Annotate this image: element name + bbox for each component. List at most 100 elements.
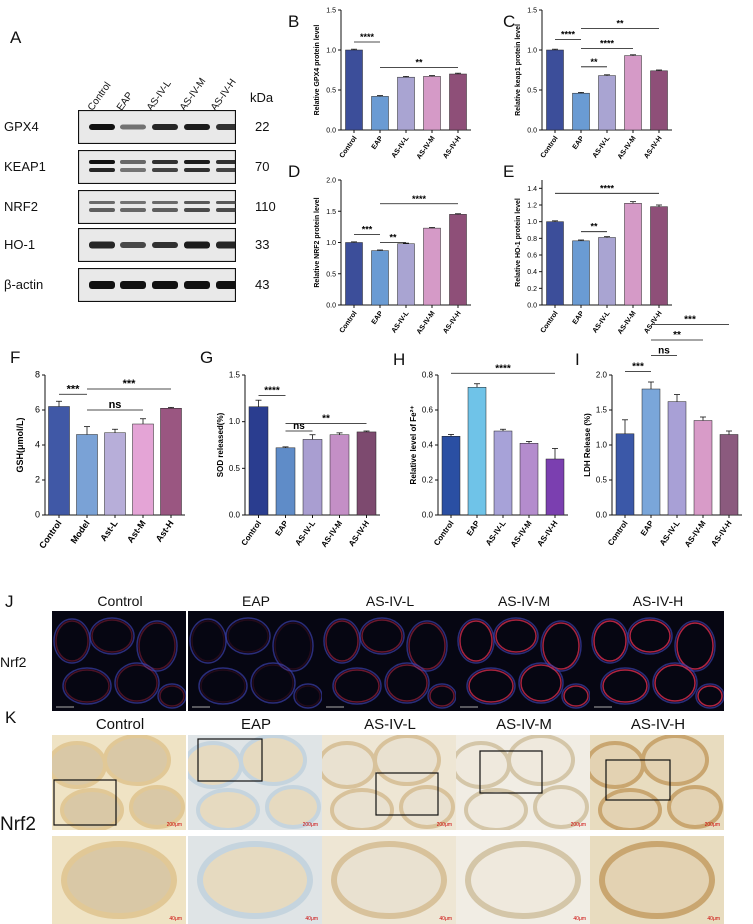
scale-label-bottom: 40μm bbox=[305, 916, 318, 922]
blot-label-2: NRF2 bbox=[4, 199, 38, 214]
significance-label: ns bbox=[658, 345, 670, 356]
significance-label: **** bbox=[561, 30, 576, 40]
fluor-col-eap: EAP bbox=[241, 593, 270, 609]
bar-as-iv-m bbox=[693, 420, 713, 516]
zoom-box bbox=[479, 750, 543, 794]
bar-eap bbox=[275, 447, 296, 516]
x-tick-label: EAP bbox=[465, 518, 482, 537]
bar-eap bbox=[371, 250, 389, 306]
bar-as-iv-m bbox=[624, 55, 642, 131]
y-tick-label: 0.0 bbox=[326, 303, 336, 310]
blot-kda-1: 70 bbox=[255, 159, 270, 174]
ihc-overview-2: 200μm bbox=[322, 735, 456, 830]
significance-label: ** bbox=[673, 330, 681, 341]
fluor-image-1 bbox=[188, 611, 322, 711]
x-tick-label: AS-IV-M bbox=[509, 519, 534, 549]
x-tick-label: EAP bbox=[639, 518, 656, 537]
significance-label: ns bbox=[293, 421, 305, 432]
x-tick-label: Control bbox=[606, 519, 630, 547]
y-tick-label: 0.0 bbox=[326, 128, 336, 135]
y-tick-label: 1.5 bbox=[326, 8, 336, 15]
bar-as-iv-h bbox=[545, 458, 565, 516]
y-tick-label: 0.5 bbox=[596, 476, 608, 485]
bar-as-iv-h bbox=[356, 431, 377, 516]
x-tick-label: Control bbox=[339, 310, 359, 334]
y-axis-label: GSH(μmol/L) bbox=[15, 417, 25, 472]
x-tick-label: AS-IV-L bbox=[658, 519, 682, 548]
scale-label-top: 200μm bbox=[705, 822, 720, 828]
scale-label-bottom: 40μm bbox=[573, 916, 586, 922]
significance-label: **** bbox=[600, 38, 615, 48]
x-tick-label: Control bbox=[540, 310, 560, 334]
panel-letter-i: I bbox=[575, 350, 580, 369]
bar-as-iv-l bbox=[598, 75, 616, 131]
lane-label-as-iv-m: AS-IV-M bbox=[177, 76, 209, 113]
y-tick-label: 0.5 bbox=[326, 88, 336, 95]
bar-eap bbox=[572, 240, 590, 306]
x-tick-label: AS-IV-L bbox=[391, 310, 411, 335]
bar-as-iv-l bbox=[302, 439, 323, 516]
fluor-image-2 bbox=[322, 611, 456, 711]
ihc-row-label: Nrf2 bbox=[0, 814, 36, 835]
scale-label-bottom: 40μm bbox=[439, 916, 452, 922]
fluor-col-as-iv-m: AS-IV-M bbox=[497, 593, 551, 609]
significance-label: *** bbox=[362, 224, 373, 234]
lane-label-as-iv-h: AS-IV-H bbox=[208, 77, 239, 113]
x-tick-label: EAP bbox=[572, 135, 586, 151]
bar-control bbox=[48, 406, 70, 516]
x-tick-label: AS-IV-L bbox=[592, 310, 612, 335]
bar-as-iv-m bbox=[423, 227, 441, 306]
panel-letter-d: D bbox=[288, 162, 301, 181]
x-tick-label: AS-IV-M bbox=[617, 310, 638, 336]
y-tick-label: 1.5 bbox=[596, 406, 608, 415]
x-tick-label: Ast-H bbox=[154, 518, 176, 543]
y-tick-label: 1.5 bbox=[527, 8, 537, 15]
y-tick-label: 0.8 bbox=[527, 236, 537, 243]
fluor-col-as-iv-l: AS-IV-L bbox=[365, 593, 415, 609]
ihc-zoom-3: 40μm bbox=[456, 836, 590, 924]
x-tick-label: AS-IV-L bbox=[484, 519, 508, 548]
x-tick-label: Ast-L bbox=[98, 518, 120, 543]
significance-label: ** bbox=[415, 58, 423, 68]
bar-control bbox=[546, 221, 564, 306]
y-tick-label: 0.0 bbox=[229, 511, 241, 520]
ihc-col-as-iv-h: AS-IV-H bbox=[630, 716, 686, 733]
scale-label-top: 200μm bbox=[437, 822, 452, 828]
bar-eap bbox=[572, 92, 590, 131]
fluor-image-0 bbox=[52, 611, 186, 711]
x-tick-label: AS-IV-M bbox=[416, 310, 437, 336]
chart-nrf2: 0.0 0.5 1.0 1.5 2.0 Relative NRF2 protein lev… bbox=[314, 178, 471, 336]
ihc-overview-3: 200μm bbox=[456, 735, 590, 830]
x-tick-label: Control bbox=[239, 519, 263, 547]
y-tick-label: 4 bbox=[35, 440, 40, 450]
blot-label-3: HO-1 bbox=[4, 237, 36, 252]
significance-label: ** bbox=[616, 18, 624, 28]
significance-label: **** bbox=[412, 194, 427, 204]
fluor-col-as-iv-h: AS-IV-H bbox=[632, 593, 684, 609]
blot-label-4: β-actin bbox=[4, 277, 44, 292]
y-axis-label: SOD released(%) bbox=[216, 412, 225, 477]
bar-as-iv-m bbox=[423, 76, 441, 131]
y-axis-label: LDH Release (%) bbox=[583, 413, 592, 477]
blot-strip-4 bbox=[78, 268, 236, 302]
y-tick-label: 0.8 bbox=[422, 371, 434, 380]
significance-label: ** bbox=[322, 414, 330, 425]
y-axis-label: Relative HO-1 protein level bbox=[515, 198, 522, 287]
lane-label-as-iv-l: AS-IV-L bbox=[144, 78, 174, 113]
y-tick-label: 1.5 bbox=[229, 371, 241, 380]
bar-as-iv-h bbox=[449, 214, 467, 306]
ihc-col-eap: EAP bbox=[240, 716, 271, 733]
bar-eap bbox=[371, 96, 389, 131]
ihc-overview-4: 200μm bbox=[590, 735, 724, 830]
x-tick-label: EAP bbox=[371, 135, 385, 151]
panel-letter-a: A bbox=[10, 28, 22, 47]
fluor-image-4 bbox=[590, 611, 724, 711]
panel-letter-g: G bbox=[200, 348, 214, 367]
blot-strip-1 bbox=[78, 150, 236, 184]
bar-control bbox=[546, 49, 564, 131]
significance-label: ns bbox=[109, 399, 122, 411]
bar-control bbox=[345, 49, 363, 131]
x-tick-label: AS-IV-H bbox=[643, 310, 663, 335]
